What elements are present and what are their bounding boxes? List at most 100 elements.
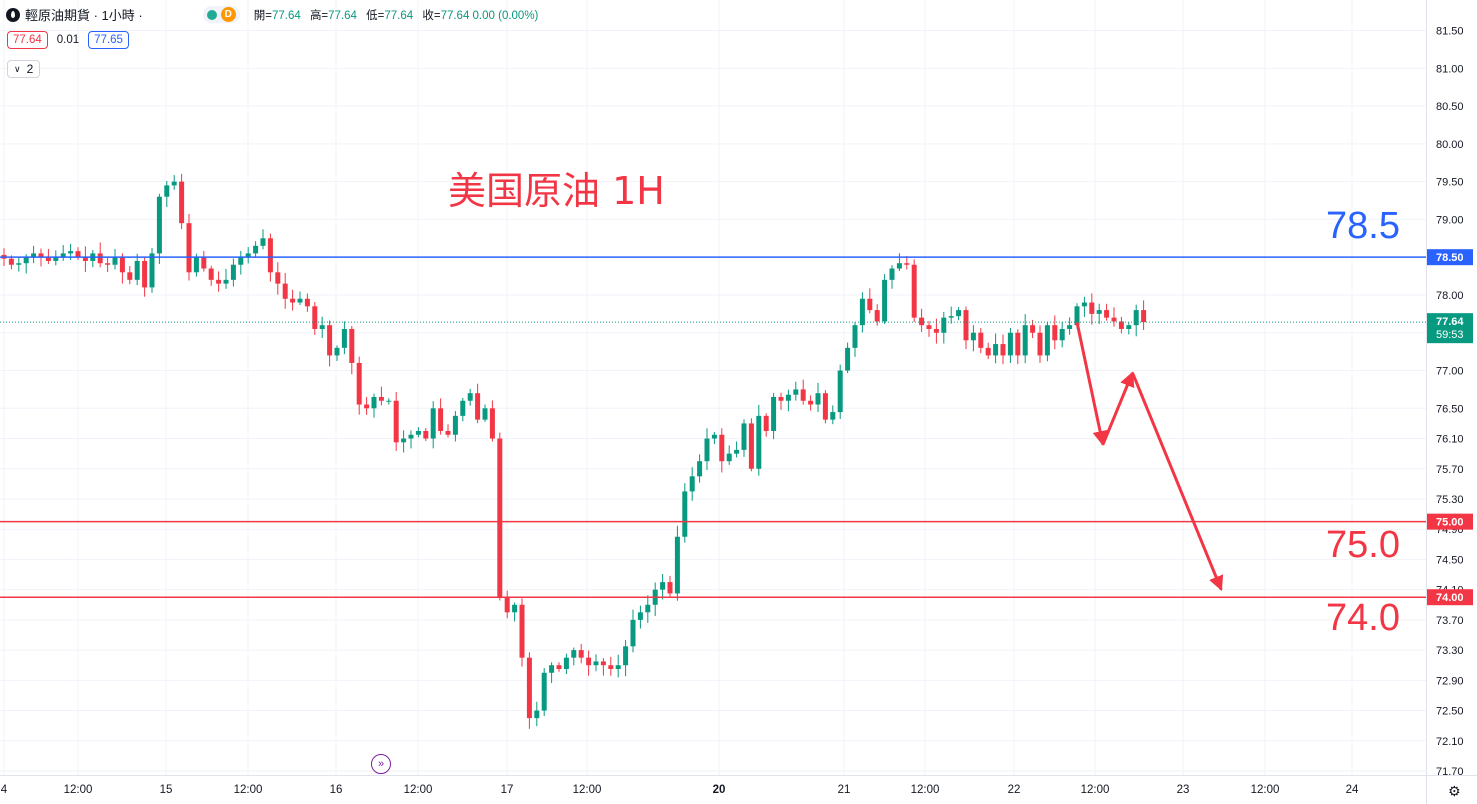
level-axis-label: 75.00 — [1436, 517, 1464, 529]
y-tick-label: 72.90 — [1436, 675, 1464, 687]
y-tick-label: 76.50 — [1436, 403, 1464, 415]
ohlc-readout: 開=77.64 高=77.64 低=77.64 收=77.64 0.00 (0.… — [254, 7, 545, 23]
candle-body — [1030, 325, 1036, 333]
projection-arrow — [1075, 321, 1108, 447]
candle-body — [608, 665, 614, 669]
candle-body — [38, 253, 44, 258]
candle-body — [600, 661, 606, 666]
market-status[interactable]: D — [202, 6, 240, 23]
candle-body — [1059, 328, 1065, 341]
candle-body — [68, 251, 74, 254]
candle-body — [682, 491, 688, 537]
ohlc-low-label: 低= — [366, 9, 385, 22]
candle-body — [512, 604, 518, 613]
goto-realtime-icon[interactable]: » — [371, 754, 391, 774]
level-axis-tag — [1427, 249, 1473, 266]
candle-body — [637, 612, 643, 620]
candle-body — [926, 325, 932, 329]
candle-body — [8, 258, 14, 265]
candle-body — [771, 396, 777, 431]
indicators-toggle[interactable]: ∨ 2 — [7, 60, 41, 78]
candle-body — [23, 257, 29, 264]
market-open-icon — [206, 9, 217, 20]
candle-body — [578, 650, 584, 658]
oil-drop-icon — [6, 7, 20, 22]
candle-body — [386, 400, 392, 402]
candle-body — [1118, 321, 1124, 329]
candle-body — [711, 434, 717, 439]
level-axis-label: 78.50 — [1436, 252, 1464, 264]
candle-body — [60, 253, 66, 258]
y-tick-label: 75.30 — [1436, 494, 1464, 506]
candle-body — [260, 238, 266, 246]
ohlc-high-label: 高= — [309, 9, 329, 22]
y-tick-label: 79.00 — [1436, 214, 1464, 226]
candle-body — [193, 257, 199, 273]
candle-body — [556, 665, 562, 669]
candle-body — [534, 710, 540, 719]
candle-body — [1015, 332, 1021, 356]
candle-body — [149, 253, 155, 288]
candle-body — [785, 394, 791, 401]
quote-panel: 77.64 0.01 77.65 — [7, 31, 129, 49]
candle-body — [364, 404, 370, 409]
buy-button[interactable]: 77.65 — [88, 31, 129, 49]
candle-body — [778, 396, 784, 401]
candle-body — [993, 344, 999, 356]
sell-button[interactable]: 77.64 — [7, 31, 48, 49]
x-tick-label: 12:00 — [573, 784, 602, 796]
level-axis-tag — [1427, 513, 1473, 530]
candle-body — [401, 438, 407, 443]
level-axis-tag — [1427, 589, 1473, 606]
candle-body — [845, 347, 851, 371]
candle-body — [541, 672, 547, 711]
y-tick-label: 77.00 — [1436, 366, 1464, 378]
candle-body — [186, 223, 192, 273]
candle-body — [304, 298, 310, 307]
spread-value: 0.01 — [56, 34, 80, 46]
symbol-title[interactable]: 輕原油期貨 · 1小時 · — [25, 8, 143, 23]
candle-body — [82, 257, 88, 261]
candle-body — [45, 257, 51, 261]
candle-body — [216, 279, 222, 284]
candle-body — [430, 408, 436, 439]
candle-body — [253, 245, 259, 254]
settings-gear-icon[interactable]: ⚙ — [1448, 783, 1461, 799]
candle-body — [956, 310, 962, 317]
candle-body — [105, 263, 111, 265]
candle-body — [830, 412, 836, 420]
x-tick-label: 23 — [1177, 784, 1190, 796]
candle-body — [1133, 310, 1139, 326]
candle-body — [630, 619, 636, 647]
candle-body — [127, 272, 133, 280]
candle-body — [208, 268, 214, 280]
candle-body — [689, 476, 695, 492]
candle-body — [1074, 306, 1080, 326]
x-tick-label: 12:00 — [64, 784, 93, 796]
grid-lines — [0, 0, 1426, 775]
candle-body — [948, 316, 954, 318]
candle-body — [933, 328, 939, 333]
candle-body — [423, 430, 429, 439]
candle-body — [356, 362, 362, 405]
x-tick-label: 22 — [1008, 784, 1021, 796]
candle-body — [267, 238, 273, 273]
chart-header: 輕原油期貨 · 1小時 · D 開=77.64 高=77.64 低=77.64 … — [6, 5, 544, 24]
projection-arrow — [1131, 372, 1224, 592]
candle-body — [297, 298, 303, 303]
y-tick-label: 79.50 — [1436, 177, 1464, 189]
candle-body — [674, 536, 680, 594]
x-tick-label: 24 — [1346, 784, 1359, 796]
candle-body — [16, 263, 22, 265]
candle-body — [889, 268, 895, 280]
x-tick-label: 16 — [330, 784, 343, 796]
candle-body — [1089, 302, 1095, 314]
candle-body — [53, 257, 59, 261]
y-tick-label: 81.50 — [1436, 26, 1464, 38]
candle-body — [549, 665, 555, 673]
candle-body — [970, 332, 976, 341]
y-tick-label: 74.50 — [1436, 554, 1464, 566]
candle-body — [452, 415, 458, 435]
level-annotation-text: 74.0 — [1326, 597, 1400, 639]
